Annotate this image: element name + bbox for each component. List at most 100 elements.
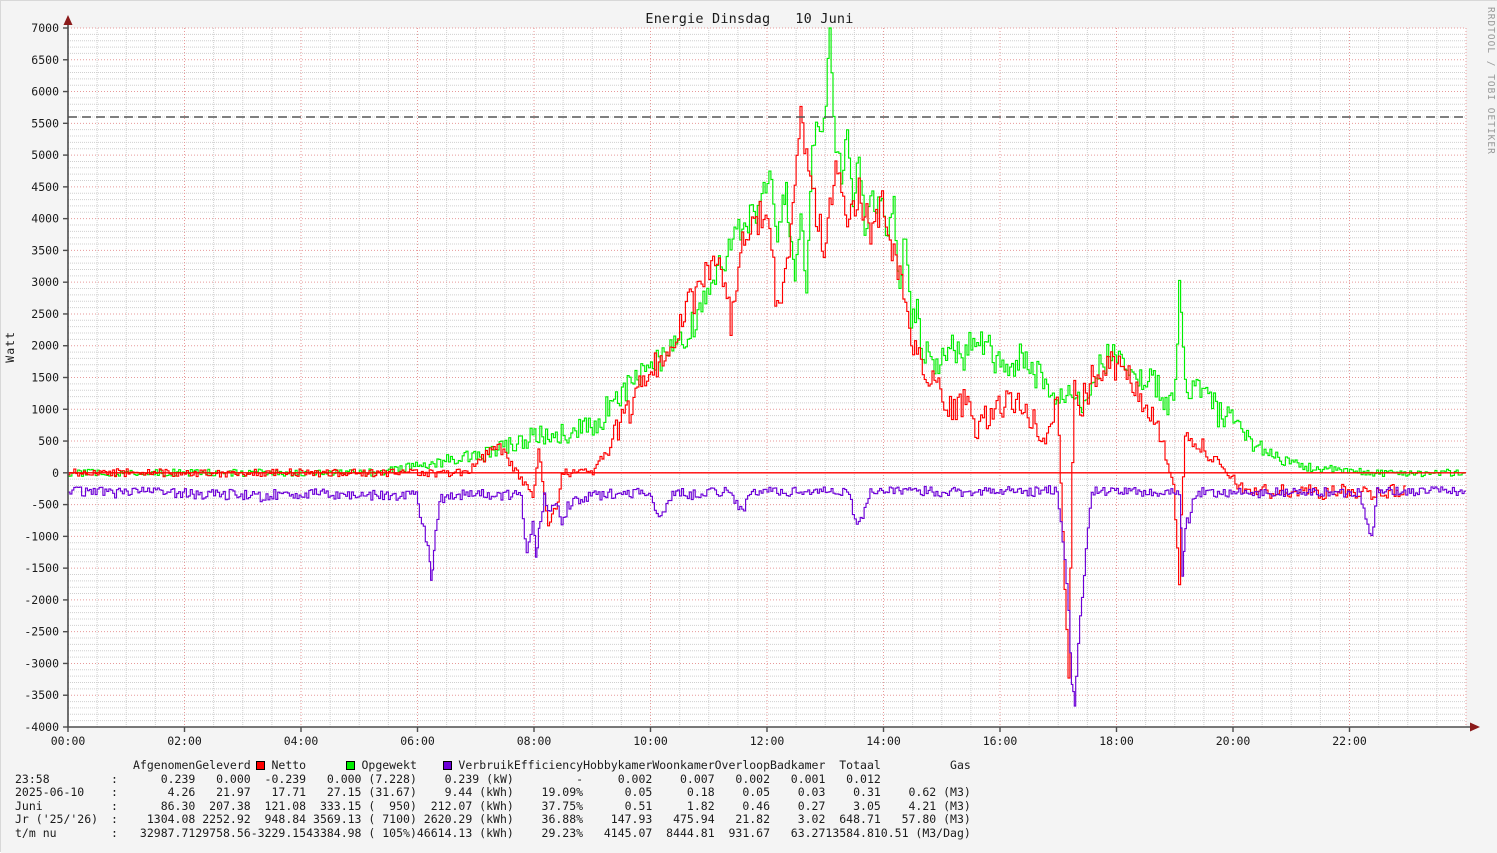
y-tick-label: 3000: [31, 275, 59, 289]
y-tick-label: 6000: [31, 85, 59, 99]
y-tick-label: 7000: [31, 21, 59, 35]
netto-color-swatch-icon: [256, 761, 266, 770]
row-label: Juni: [15, 798, 43, 813]
column-header-label: Verbruik: [458, 758, 514, 772]
column-header-efficiency: Efficiency: [513, 758, 584, 772]
y-tick-label: -3000: [24, 656, 59, 670]
cell-gas: 57.80 (M3): [901, 812, 971, 827]
y-axis-ticks: 7000650060005500500045004000350030002500…: [24, 21, 68, 734]
x-tick-label: 00:00: [51, 734, 86, 748]
cell-badkamer: 0.27: [797, 798, 826, 813]
y-tick-label: 5500: [31, 116, 59, 130]
x-tick-label: 16:00: [983, 734, 1018, 748]
cell-afgenomen: 1304.08: [146, 812, 196, 827]
cell-opgewekt: 43384.98 ( 105%): [306, 825, 417, 840]
cell-geleverd: 29758.56: [195, 825, 251, 840]
column-header-label: Netto: [271, 758, 307, 772]
verbruik-color-swatch-icon: [443, 761, 453, 770]
y-tick-label: 5000: [31, 148, 59, 162]
row-colon: :: [111, 771, 118, 786]
cell-totaal: 13584.81: [825, 825, 881, 840]
cell-opgewekt: 0.000 (7.228): [326, 771, 417, 786]
y-tick-label: 6500: [31, 53, 59, 67]
cell-overloop: 21.82: [735, 812, 771, 827]
x-axis-arrow-icon: [1470, 722, 1480, 732]
cell-afgenomen: 0.239: [160, 771, 196, 786]
cell-overloop: 0.002: [735, 771, 771, 786]
x-tick-label: 12:00: [750, 734, 785, 748]
cell-geleverd: 207.38: [209, 798, 251, 813]
column-header-overloop: Overloop: [714, 758, 771, 772]
cell-netto: -3229.15: [250, 825, 307, 840]
y-tick-label: -2000: [24, 593, 59, 607]
cell-woonkamer: 0.007: [680, 771, 715, 786]
y-tick-label: 2500: [31, 307, 59, 321]
cell-overloop: 931.67: [728, 825, 771, 840]
cell-verbruik: 2620.29 (kWh): [423, 812, 514, 827]
y-tick-label: -2500: [24, 625, 59, 639]
cell-overloop: 0.05: [742, 785, 771, 800]
cell-woonkamer: 8444.81: [666, 825, 715, 840]
cell-hobbykamer: 0.002: [617, 771, 653, 786]
y-tick-label: 3500: [31, 243, 59, 257]
column-header-woonkamer: Woonkamer: [652, 758, 715, 772]
column-header-hobbykamer: Hobbykamer: [583, 758, 653, 772]
cell-totaal: 0.31: [853, 785, 881, 800]
y-tick-label: -1000: [24, 529, 59, 543]
x-tick-label: 18:00: [1099, 734, 1134, 748]
row-colon: :: [111, 825, 118, 840]
row-colon: :: [111, 812, 118, 827]
column-header-afgenomen: Afgenomen: [133, 758, 196, 772]
cell-woonkamer: 475.94: [673, 812, 715, 827]
x-tick-label: 14:00: [866, 734, 901, 748]
cell-efficiency: 19.09%: [541, 785, 584, 800]
page-title: Energie Dinsdag 10 Juni: [645, 11, 854, 27]
table-row: t/m nu: 32987.71 29758.56 -3229.15 43384.98 …: [15, 825, 971, 841]
cell-hobbykamer: 0.05: [624, 785, 653, 800]
legend-table: Afgenomen Geleverd Netto Opgewekt Verbruik Ef…: [1, 758, 1497, 853]
y-tick-label: 4000: [31, 212, 59, 226]
cell-hobbykamer: 4145.07: [603, 825, 653, 840]
y-tick-label: -4000: [24, 720, 59, 734]
x-tick-label: 02:00: [167, 734, 202, 748]
x-tick-label: 20:00: [1216, 734, 1251, 748]
cell-hobbykamer: 147.93: [610, 812, 653, 827]
cell-verbruik: 46614.13 (kWh): [416, 825, 514, 840]
x-tick-label: 06:00: [400, 734, 435, 748]
cell-overloop: 0.46: [742, 798, 771, 813]
cell-woonkamer: 0.18: [686, 785, 715, 800]
y-tick-label: 500: [38, 434, 59, 448]
cell-netto: -0.239: [264, 771, 307, 786]
row-label: Jr ('25/'26): [15, 812, 99, 827]
cell-geleverd: 0.000: [216, 771, 251, 786]
series-line-netto: [67, 105, 1406, 679]
table-row: Juni: 86.30 207.38 121.08 333.15 ( 950) 212.0…: [15, 798, 971, 814]
row-colon: :: [111, 785, 118, 800]
cell-netto: 948.84: [264, 812, 307, 827]
row-colon: :: [111, 798, 118, 813]
table-row: Jr ('25/'26): 1304.08 2252.92 948.84 3569.13…: [15, 813, 971, 827]
cell-efficiency: 29.23%: [541, 825, 584, 840]
y-axis-arrow-icon: [63, 15, 73, 25]
x-tick-label: 22:00: [1332, 734, 1367, 748]
cell-badkamer: 3.02: [797, 812, 826, 827]
cell-badkamer: 63.27: [790, 825, 826, 840]
cell-gas: [881, 773, 971, 787]
y-tick-label: -3500: [24, 688, 59, 702]
cell-geleverd: 2252.92: [202, 812, 251, 827]
table-header-spacer: [111, 759, 133, 773]
cell-woonkamer: 1.82: [686, 798, 715, 813]
cell-hobbykamer: 0.51: [624, 798, 653, 813]
cell-efficiency: 36.88%: [541, 812, 584, 827]
cell-gas: 0.51 (M3/Dag): [880, 825, 971, 840]
y-tick-label: -500: [31, 498, 59, 512]
column-header-geleverd: Geleverd: [195, 758, 251, 772]
series-line-opgewekt: [67, 27, 1466, 478]
opgewekt-color-swatch-icon: [346, 761, 356, 770]
cell-gas: 0.62 (M3): [908, 785, 971, 800]
y-tick-label: 1000: [31, 402, 59, 416]
y-tick-label: -1500: [24, 561, 59, 575]
table-header: Afgenomen Geleverd Netto Opgewekt Verbruik Ef…: [15, 758, 971, 773]
